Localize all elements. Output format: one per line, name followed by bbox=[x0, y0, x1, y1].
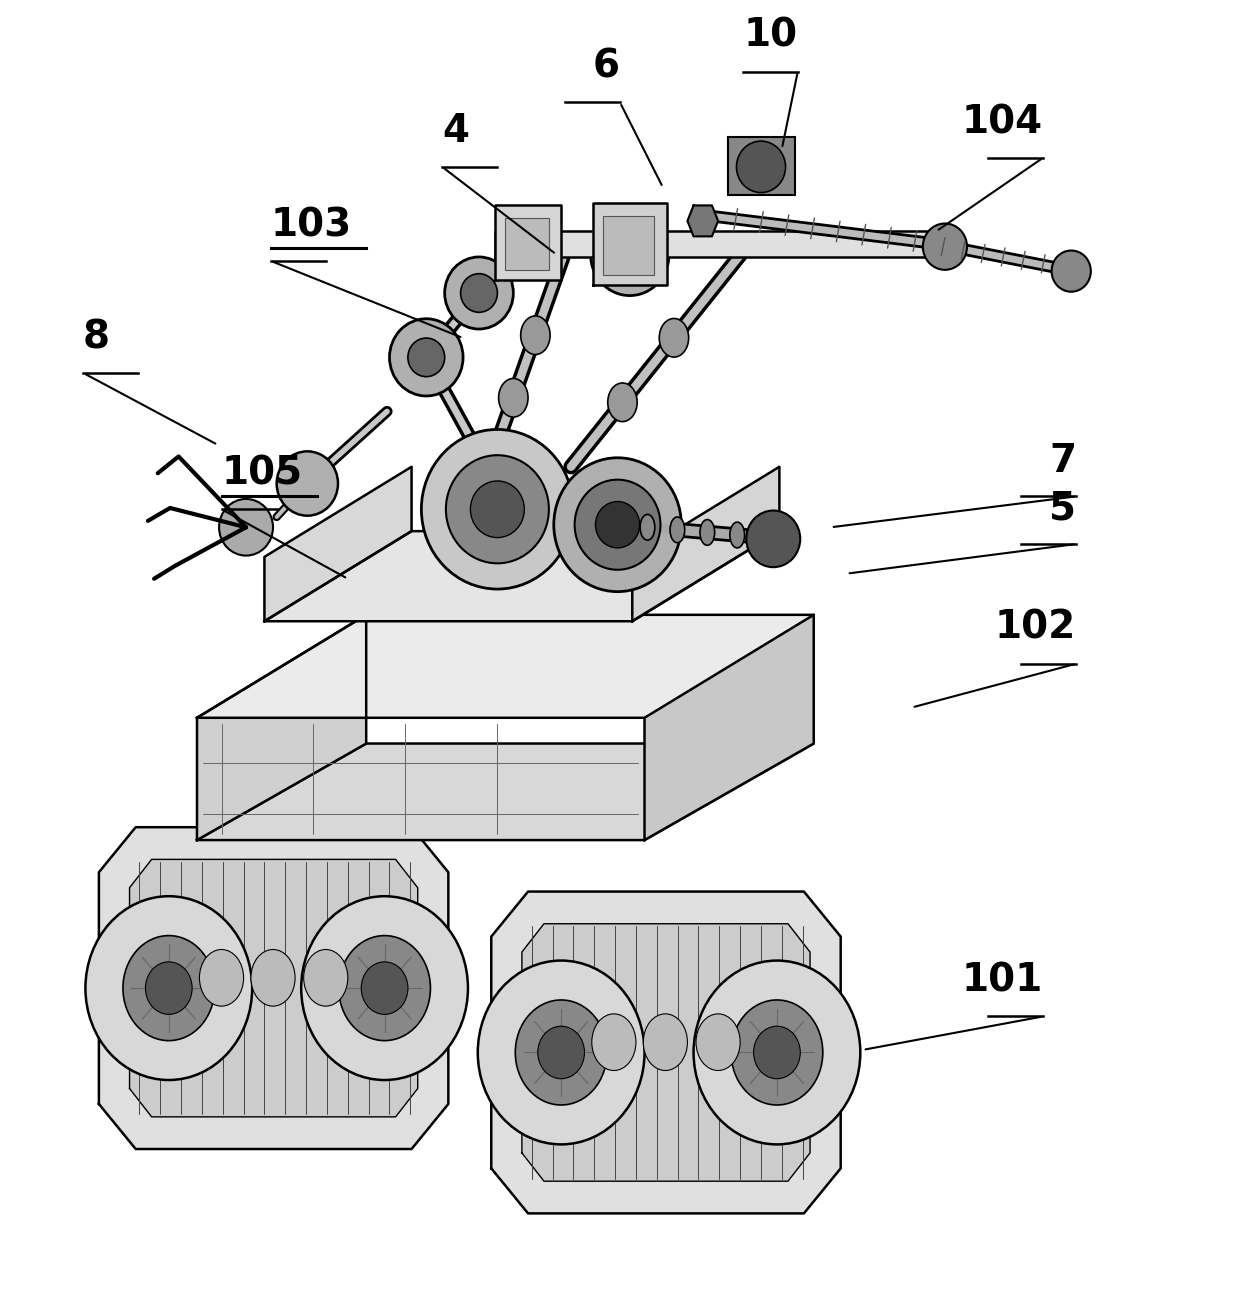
Polygon shape bbox=[593, 203, 667, 286]
Polygon shape bbox=[522, 923, 810, 1181]
Ellipse shape bbox=[730, 522, 744, 548]
Polygon shape bbox=[197, 614, 813, 717]
Polygon shape bbox=[197, 743, 813, 840]
Ellipse shape bbox=[200, 949, 243, 1007]
Ellipse shape bbox=[250, 949, 295, 1007]
Ellipse shape bbox=[339, 935, 430, 1041]
Ellipse shape bbox=[696, 1013, 740, 1071]
Ellipse shape bbox=[660, 318, 688, 357]
Text: 101: 101 bbox=[962, 961, 1043, 1000]
Ellipse shape bbox=[460, 274, 497, 312]
Text: 8: 8 bbox=[83, 318, 110, 356]
Ellipse shape bbox=[516, 1000, 608, 1104]
Polygon shape bbox=[495, 231, 936, 257]
Ellipse shape bbox=[408, 338, 445, 377]
Polygon shape bbox=[491, 892, 841, 1214]
Bar bbox=[505, 218, 549, 270]
Polygon shape bbox=[687, 206, 718, 236]
Ellipse shape bbox=[145, 962, 192, 1015]
Polygon shape bbox=[632, 467, 780, 621]
Ellipse shape bbox=[554, 458, 681, 592]
Ellipse shape bbox=[477, 961, 645, 1145]
Ellipse shape bbox=[538, 1026, 584, 1078]
Ellipse shape bbox=[693, 961, 861, 1145]
Ellipse shape bbox=[470, 481, 525, 537]
Ellipse shape bbox=[699, 519, 714, 545]
Ellipse shape bbox=[670, 516, 684, 542]
Ellipse shape bbox=[304, 949, 347, 1007]
Ellipse shape bbox=[361, 962, 408, 1015]
Ellipse shape bbox=[446, 455, 549, 563]
Ellipse shape bbox=[923, 223, 967, 270]
Polygon shape bbox=[129, 859, 418, 1116]
Bar bbox=[603, 215, 655, 275]
Ellipse shape bbox=[644, 1013, 687, 1071]
Text: 105: 105 bbox=[222, 455, 303, 493]
Ellipse shape bbox=[445, 257, 513, 329]
Ellipse shape bbox=[521, 316, 551, 355]
Ellipse shape bbox=[591, 1013, 636, 1071]
Ellipse shape bbox=[746, 511, 800, 567]
Polygon shape bbox=[197, 614, 366, 840]
Text: 10: 10 bbox=[744, 17, 797, 55]
Ellipse shape bbox=[422, 429, 573, 589]
Text: 4: 4 bbox=[443, 112, 469, 150]
Ellipse shape bbox=[574, 480, 661, 570]
Text: 5: 5 bbox=[1049, 489, 1076, 527]
Ellipse shape bbox=[498, 378, 528, 417]
Ellipse shape bbox=[640, 514, 655, 540]
Ellipse shape bbox=[86, 896, 252, 1080]
Ellipse shape bbox=[277, 451, 339, 515]
Ellipse shape bbox=[595, 502, 640, 548]
Ellipse shape bbox=[1052, 250, 1091, 292]
Text: 104: 104 bbox=[962, 103, 1043, 141]
Ellipse shape bbox=[590, 213, 670, 296]
Text: 7: 7 bbox=[1049, 442, 1076, 480]
Polygon shape bbox=[264, 531, 780, 621]
Text: 103: 103 bbox=[270, 206, 352, 244]
Polygon shape bbox=[264, 467, 412, 621]
Ellipse shape bbox=[737, 141, 785, 193]
Ellipse shape bbox=[754, 1026, 800, 1078]
Text: 6: 6 bbox=[593, 48, 620, 86]
Text: 102: 102 bbox=[994, 609, 1076, 647]
Ellipse shape bbox=[301, 896, 467, 1080]
Ellipse shape bbox=[608, 383, 637, 421]
Ellipse shape bbox=[389, 318, 463, 396]
Polygon shape bbox=[645, 614, 813, 840]
Ellipse shape bbox=[732, 1000, 823, 1104]
Polygon shape bbox=[99, 827, 449, 1149]
Bar bbox=[728, 137, 795, 196]
Ellipse shape bbox=[123, 935, 215, 1041]
Ellipse shape bbox=[219, 499, 273, 556]
Polygon shape bbox=[495, 206, 562, 280]
Ellipse shape bbox=[608, 231, 652, 278]
